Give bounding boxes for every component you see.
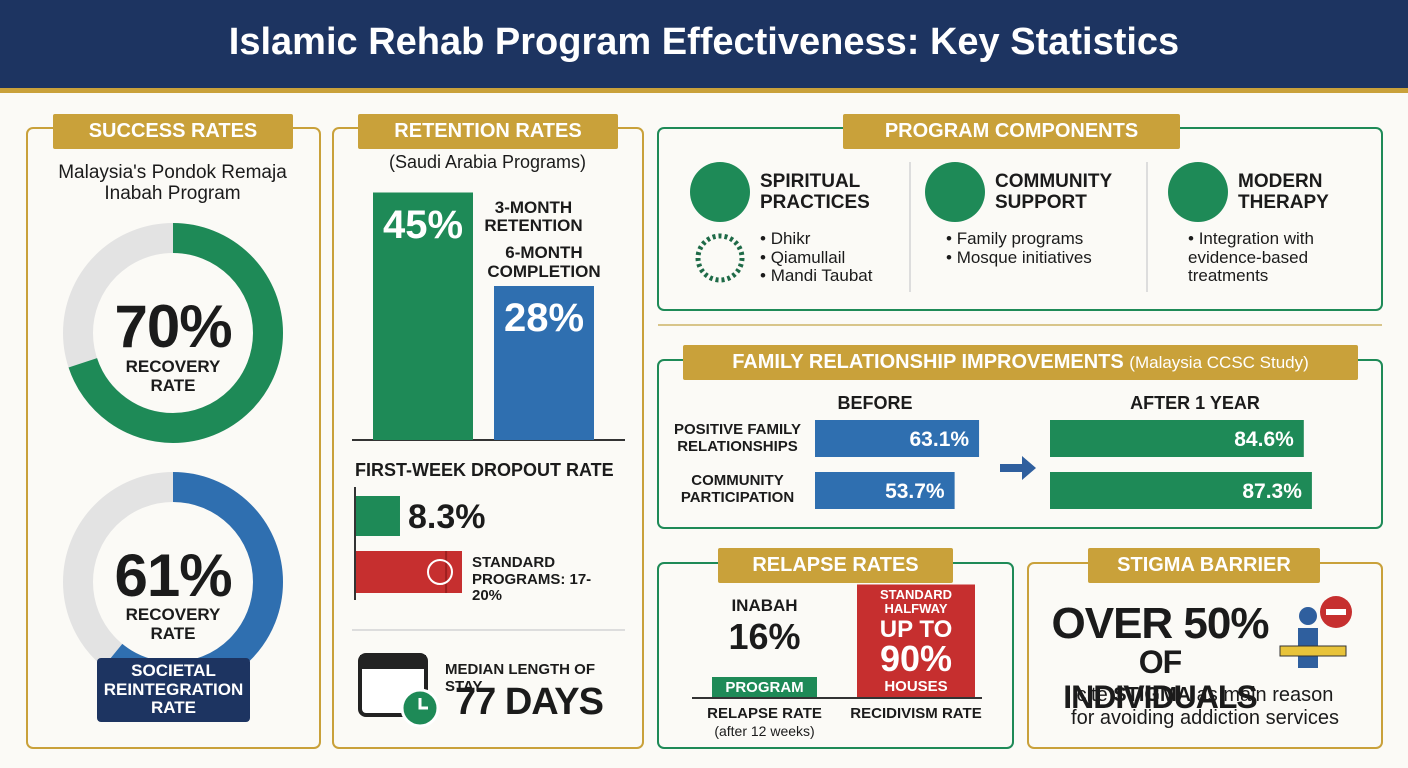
bullet: Integration with evidence-based treatmen… bbox=[1188, 229, 1363, 286]
bullet: Family programs bbox=[946, 229, 1141, 249]
bar bbox=[712, 677, 817, 697]
label: PROGRAM bbox=[725, 679, 804, 696]
bar bbox=[494, 286, 594, 440]
heading: RELAPSE RATES bbox=[718, 548, 953, 583]
barrier-icon bbox=[1279, 596, 1352, 668]
bullet: Mosque initiatives bbox=[946, 248, 1141, 268]
component-title: COMMUNITY SUPPORT bbox=[995, 171, 1112, 213]
bullet: Mandi Taubat bbox=[760, 267, 905, 286]
bar bbox=[815, 472, 955, 509]
heading: FAMILY RELATIONSHIP IMPROVEMENTS (Malays… bbox=[683, 345, 1358, 380]
bar bbox=[857, 584, 975, 697]
calendar-icon bbox=[358, 653, 440, 728]
bar-label: 45% bbox=[382, 202, 464, 247]
component-icons bbox=[690, 162, 1228, 283]
subtitle: (Saudi Arabia Programs) bbox=[388, 152, 587, 172]
component-title: MODERN THERAPY bbox=[1238, 171, 1329, 213]
column-label: AFTER 1 YEAR bbox=[1130, 393, 1260, 413]
bar-label: 84.6% bbox=[1234, 428, 1294, 451]
bar bbox=[356, 496, 400, 536]
component-title: SPIRITUAL PRACTICES bbox=[760, 171, 870, 213]
subtitle: Malaysia's Pondok Remaja Inabah Program bbox=[58, 162, 287, 204]
bar-caption: STANDARD PROGRAMS: 17-20% bbox=[472, 554, 592, 604]
stigma-line: cite STIGMA as main reason bbox=[1035, 684, 1375, 706]
bar-label: 28% bbox=[503, 296, 585, 340]
label: INABAH bbox=[731, 596, 798, 615]
donut-arc bbox=[63, 223, 283, 443]
bar bbox=[815, 420, 980, 457]
heading: STIGMA BARRIER bbox=[1088, 548, 1320, 583]
stay-caption: MEDIAN LENGTH OF STAY bbox=[445, 661, 595, 695]
bar-label: 87.3% bbox=[1242, 480, 1302, 503]
x-icon bbox=[427, 559, 453, 585]
label: STANDARD HALFWAY bbox=[880, 586, 952, 616]
donut-value: 70% bbox=[114, 293, 232, 360]
bar-label: 53.7% bbox=[885, 480, 945, 503]
bar bbox=[1050, 472, 1312, 509]
label: UP TO bbox=[879, 615, 953, 643]
bullets: Dhikr Qiamullail Mandi Taubat bbox=[760, 229, 905, 286]
donut-caption: RECOVERY RATE bbox=[125, 605, 221, 643]
text: STIGMA bbox=[1113, 684, 1192, 706]
note: (Malaysia CCSC Study) bbox=[1129, 353, 1309, 372]
bullet: Qiamullail bbox=[760, 248, 905, 268]
header-band bbox=[0, 0, 1408, 88]
bar bbox=[356, 551, 462, 593]
bar-label: 8.3% bbox=[407, 498, 486, 536]
dropout-title: FIRST-WEEK DROPOUT RATE bbox=[355, 460, 614, 480]
value: 16% bbox=[728, 616, 801, 657]
bar-caption: 6-MONTH COMPLETION bbox=[487, 243, 601, 281]
bullet: Dhikr bbox=[760, 229, 905, 249]
text: as main reason bbox=[1196, 684, 1334, 706]
note: (after 12 weeks) bbox=[714, 723, 815, 739]
arrow bbox=[1000, 456, 1036, 480]
text: cite bbox=[1076, 684, 1108, 706]
bar bbox=[373, 192, 473, 440]
bar-caption: 3-MONTH RETENTION bbox=[484, 197, 583, 236]
column-label: BEFORE bbox=[837, 393, 913, 413]
caption: RECIDIVISM RATE bbox=[850, 705, 982, 722]
row-label: COMMUNITY PARTICIPATION bbox=[680, 472, 795, 506]
heading: SUCCESS RATES bbox=[53, 114, 293, 149]
donut-caption: RECOVERY RATE bbox=[125, 357, 221, 395]
heading: PROGRAM COMPONENTS bbox=[843, 114, 1180, 149]
bullets: Family programs Mosque initiatives bbox=[946, 229, 1141, 268]
bar bbox=[1050, 420, 1304, 457]
heading-text: FAMILY RELATIONSHIP IMPROVEMENTS bbox=[732, 351, 1124, 373]
donut-value: 61% bbox=[114, 542, 232, 609]
stigma-line: for avoiding addiction services bbox=[1071, 707, 1339, 729]
header-stripe bbox=[0, 88, 1408, 93]
badge: SOCIETAL REINTEGRATION RATE bbox=[97, 658, 250, 722]
value: 90% bbox=[879, 637, 953, 679]
bar-label: 63.1% bbox=[909, 428, 970, 451]
row-label: POSITIVE FAMILY RELATIONSHIPS bbox=[674, 421, 801, 455]
stigma-sub: OF INDIVIDUALS bbox=[1063, 644, 1257, 716]
stigma-big: OVER 50% bbox=[1051, 599, 1270, 648]
label: HOUSES bbox=[884, 678, 948, 695]
bullets: Integration with evidence-based treatmen… bbox=[1188, 229, 1363, 286]
heading: RETENTION RATES bbox=[358, 114, 618, 149]
stay-value: 77 DAYS bbox=[455, 681, 604, 723]
title: Islamic Rehab Program Effectiveness: Key… bbox=[228, 21, 1180, 63]
caption: RELAPSE RATE bbox=[707, 705, 822, 722]
